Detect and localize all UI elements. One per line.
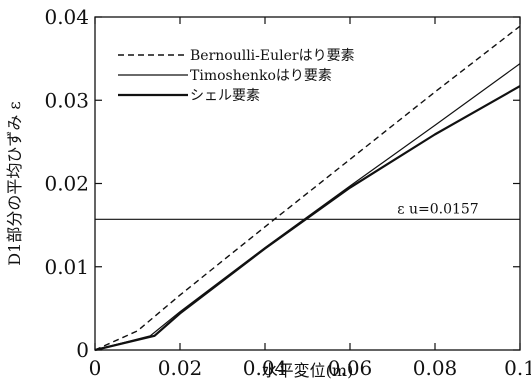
x-tick-label: 0.1 (504, 356, 531, 380)
reference-line-label: ε u=0.0157 (397, 201, 478, 217)
x-tick-label: 0.06 (328, 356, 373, 380)
series-line-1 (94, 25, 521, 351)
x-axis-title: 水平変位(m) (262, 361, 354, 380)
x-tick-label: 0.08 (413, 356, 458, 380)
x-tick-label: 0.04 (243, 356, 288, 380)
y-tick-label: 0.01 (44, 255, 89, 279)
y-tick-label: 0.04 (44, 5, 89, 29)
y-axis-title: D1部分の平均ひずみ ε (5, 101, 24, 265)
y-tick-label: 0 (76, 338, 89, 362)
y-tick-label: 0.02 (44, 172, 89, 196)
x-tick-label: 0.02 (158, 356, 203, 380)
legend-label-1: Bernoulli-Eulerはり要素 (190, 48, 355, 64)
y-tick-label: 0.03 (44, 88, 89, 112)
plot-frame (94, 16, 521, 351)
reference-line-layer: ε u=0.0157 (95, 201, 520, 220)
ticks-layer: 0 0.02 0.04 0.06 0.08 0.1 0 0.01 0.02 0.03 0.04 (44, 5, 531, 380)
x-tick-label: 0 (89, 356, 102, 380)
plot-area (94, 16, 521, 351)
series-line-3 (94, 85, 521, 352)
series-layer (94, 25, 521, 352)
legend-label-2: Timoshenkoはり要素 (190, 68, 332, 84)
legend-label-3: シェル要素 (190, 88, 260, 104)
